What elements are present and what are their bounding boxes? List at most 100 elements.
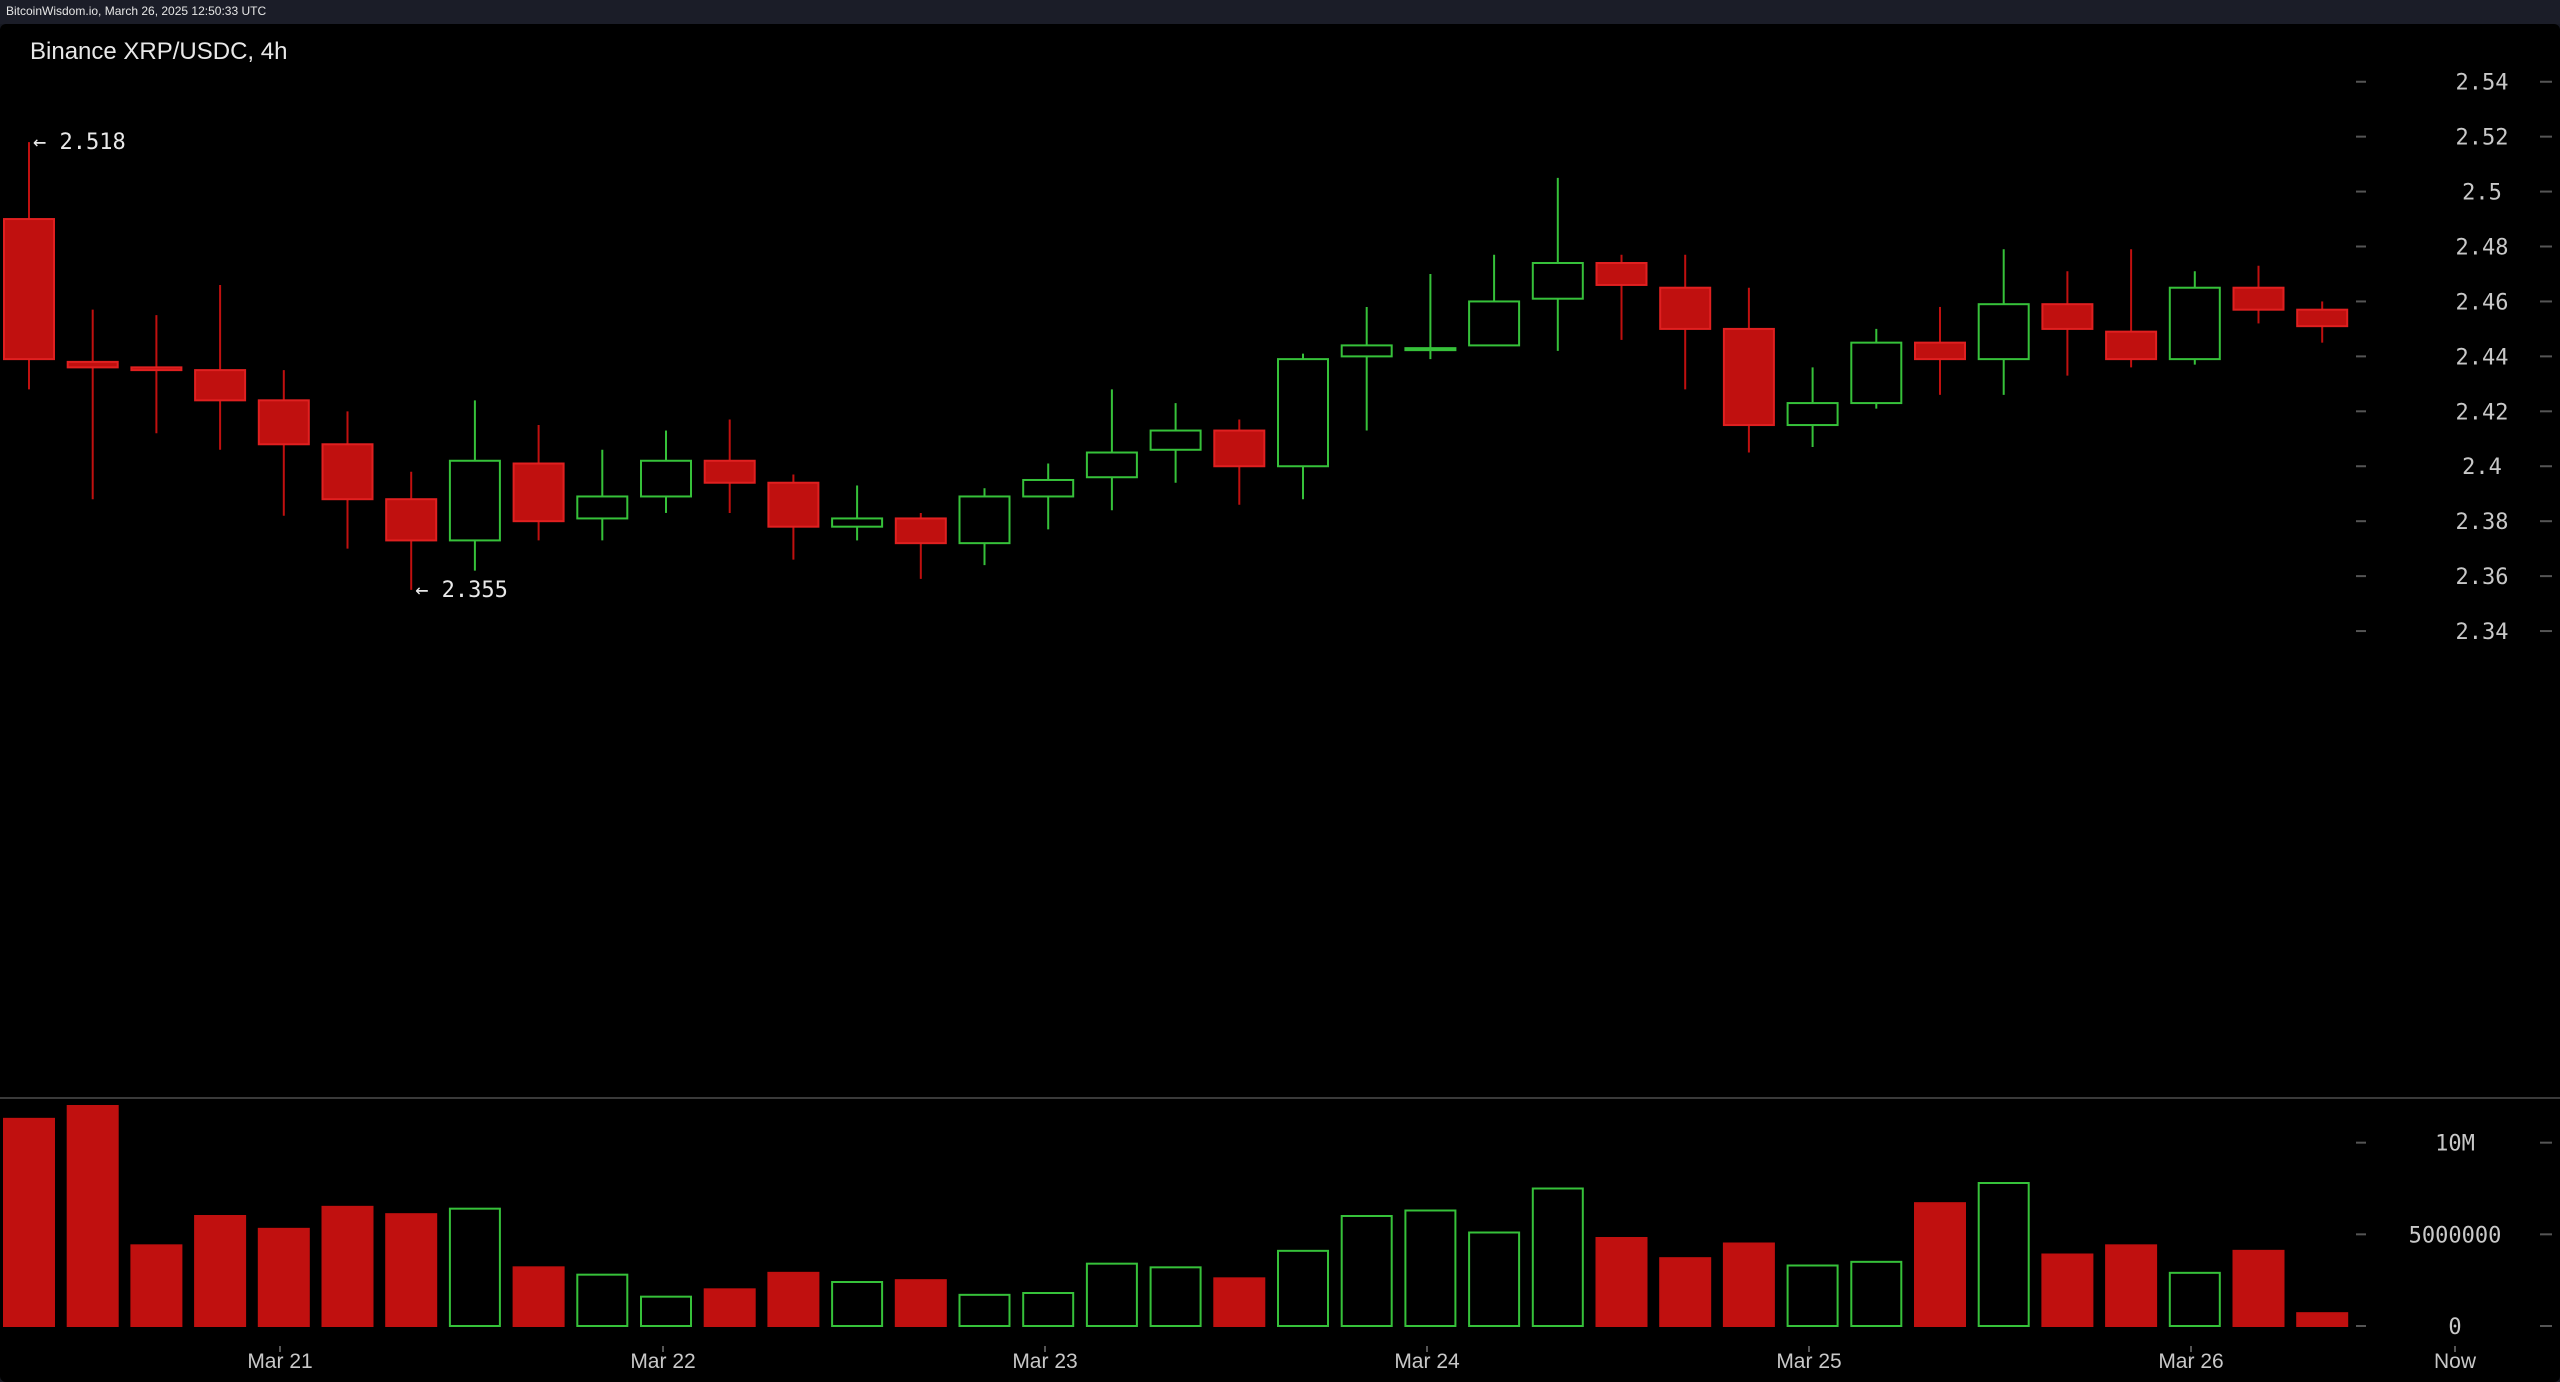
candle — [2105, 249, 2158, 368]
candlestick-chart: 2.54 2.52 2.5 2.48 2.46 2.44 2.42 2.4 2.38 2.36 2.… — [0, 71, 2560, 1373]
candle-body — [385, 498, 438, 542]
volume-bar — [1659, 1257, 1712, 1327]
volume-tick-label: 0 — [2448, 1315, 2461, 1340]
volume-bar — [66, 1105, 119, 1327]
candle-body — [1022, 478, 1075, 498]
time-tick-label: Mar 23 — [1012, 1350, 1077, 1373]
volume-bar — [257, 1227, 310, 1328]
volume-bar — [1914, 1202, 1966, 1327]
volume-bar — [958, 1293, 1011, 1328]
candle — [831, 485, 884, 541]
time-tick-label: Mar 25 — [1776, 1350, 1841, 1373]
candle-body — [1531, 261, 1584, 300]
candle-body — [1595, 261, 1648, 286]
candle-body — [1850, 341, 1903, 405]
candle — [257, 370, 310, 516]
volume-bar — [1213, 1277, 1266, 1328]
time-tick-label: Now — [2434, 1350, 2477, 1373]
volume-bar — [1722, 1242, 1775, 1327]
candle-body — [1277, 358, 1329, 468]
candle — [958, 488, 1011, 566]
price-annotation: ← 2.518 — [33, 130, 126, 155]
price-tick-label: 2.36 — [2456, 565, 2509, 590]
time-tick-label: Mar 22 — [630, 1350, 695, 1373]
volume-bar — [2296, 1312, 2349, 1327]
volume-bar — [1468, 1231, 1521, 1327]
candle-body — [448, 459, 501, 542]
candle — [1149, 403, 1202, 483]
volume-bar — [2041, 1253, 2094, 1327]
volume-bar — [1786, 1264, 1839, 1327]
candles — [3, 142, 2349, 590]
site-header-text: BitcoinWisdom.io, March 26, 2025 12:50:3… — [6, 4, 267, 18]
volume-bar — [448, 1207, 501, 1327]
candle — [321, 411, 374, 549]
candle — [1468, 254, 1521, 347]
candle — [1595, 254, 1648, 340]
candle — [1914, 306, 1966, 395]
candle — [1977, 249, 2030, 395]
price-axis: 2.54 2.52 2.5 2.48 2.46 2.44 2.42 2.4 2.38 2.36 2.… — [2356, 71, 2552, 645]
time-tick-label: Mar 26 — [2158, 1350, 2223, 1373]
volume-bar — [576, 1273, 629, 1327]
volume-tick-label: 10M — [2435, 1132, 2475, 1157]
candle-body — [1213, 429, 1266, 468]
candle-body — [321, 443, 374, 501]
volume-bar — [1595, 1237, 1648, 1327]
price-annotations: ← 2.518 ← 2.355 — [33, 130, 508, 603]
volume-bar — [1977, 1182, 2030, 1327]
volume-bar — [512, 1266, 565, 1328]
price-tick-label: 2.48 — [2456, 236, 2509, 261]
price-tick-label: 2.34 — [2456, 620, 2509, 645]
volume-bar — [1022, 1292, 1075, 1327]
candle-body — [1722, 327, 1775, 427]
candle-body — [894, 517, 947, 545]
candle — [1404, 273, 1457, 360]
volume-bar — [640, 1295, 692, 1327]
candle — [1659, 254, 1712, 390]
candle-body — [130, 366, 183, 372]
price-tick-label: 2.44 — [2456, 345, 2509, 370]
price-tick-label: 2.4 — [2462, 455, 2502, 480]
time-axis: Mar 21 Mar 22 Mar 23 Mar 24 Mar 25 Mar 26 Now — [247, 1346, 2477, 1373]
price-annotation: ← 2.355 — [415, 578, 508, 603]
volume-bar — [1085, 1262, 1138, 1327]
candle — [1340, 306, 1393, 431]
candle — [2168, 271, 2221, 365]
candle — [894, 512, 947, 579]
candle-body — [1404, 347, 1457, 352]
candle — [66, 309, 119, 500]
candle — [2296, 301, 2349, 343]
price-tick-label: 2.52 — [2456, 126, 2509, 151]
candle — [1722, 287, 1775, 453]
candle-body — [2041, 303, 2094, 330]
candle — [3, 142, 55, 390]
candle — [1022, 463, 1075, 530]
time-tick-label: Mar 24 — [1394, 1350, 1460, 1373]
candle — [512, 425, 565, 541]
candle — [703, 419, 756, 513]
volume-bar — [130, 1244, 183, 1328]
time-tick-label: Mar 21 — [247, 1350, 312, 1373]
price-tick-label: 2.54 — [2456, 71, 2509, 96]
candle-body — [1468, 300, 1521, 347]
candle-body — [1786, 402, 1839, 427]
price-tick-label: 2.42 — [2456, 400, 2509, 425]
candle — [385, 471, 438, 590]
volume-bar — [1340, 1215, 1393, 1327]
candle — [1850, 328, 1903, 409]
volume-bar — [3, 1117, 55, 1328]
candle — [2041, 271, 2094, 376]
candle-body — [1340, 344, 1393, 358]
candle-body — [958, 495, 1011, 545]
candle — [640, 430, 692, 513]
volume-bars — [3, 1105, 2349, 1328]
candle-body — [1914, 341, 1966, 361]
volume-bar — [1149, 1266, 1202, 1328]
candle — [576, 449, 629, 541]
volume-bar — [194, 1215, 247, 1327]
candle — [1277, 353, 1329, 500]
candle — [1213, 419, 1266, 505]
volume-bar — [703, 1288, 756, 1328]
candle-body — [703, 459, 756, 484]
